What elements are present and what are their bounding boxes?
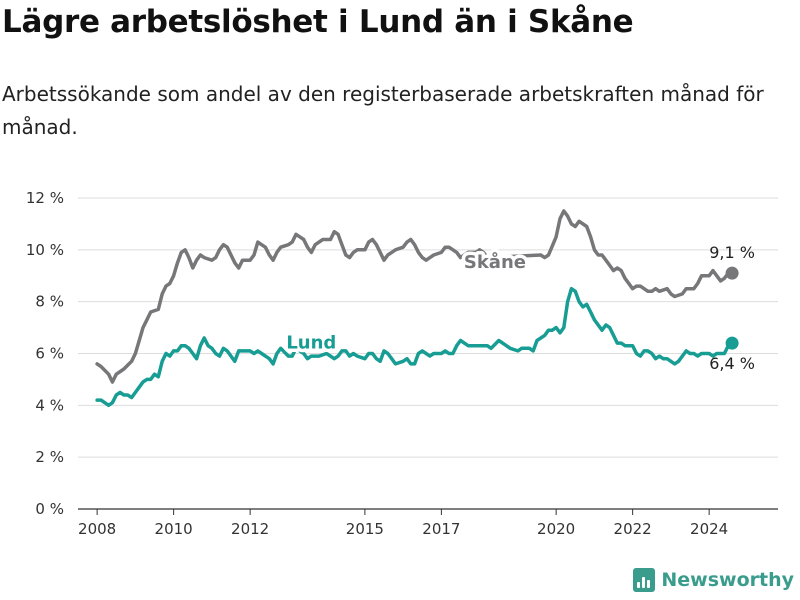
x-tick-label: 2012 <box>231 520 269 538</box>
x-tick-label: 2024 <box>690 520 728 538</box>
x-tick-label: 2020 <box>537 520 575 538</box>
y-tick-label: 4 % <box>35 396 64 414</box>
series-label-halo: Lund <box>286 332 336 353</box>
y-tick-label: 10 % <box>26 241 64 259</box>
page-title: Lägre arbetslöshet i Lund än i Skåne <box>2 4 634 40</box>
x-tick-label: 2008 <box>78 520 116 538</box>
y-tick-label: 2 % <box>35 448 64 466</box>
series-line-skne <box>95 209 734 384</box>
y-tick-label: 8 % <box>35 293 64 311</box>
bar-chart-icon <box>633 568 656 592</box>
series-line-lund <box>95 286 734 408</box>
end-value-label-lund: 6,4 % <box>709 354 755 373</box>
series-label-lund: Lund <box>286 332 336 353</box>
y-tick-label: 12 % <box>26 189 64 207</box>
newsworthy-logo: Newsworthy <box>633 568 794 592</box>
series-label-skne: Skåne <box>464 251 526 273</box>
series-label-halo: Skåne <box>464 251 526 273</box>
x-tick-label: 2022 <box>614 520 652 538</box>
x-tick-label: 2017 <box>422 520 460 538</box>
x-tick-label: 2010 <box>155 520 193 538</box>
x-tick-label: 2015 <box>346 520 384 538</box>
brand-name: Newsworthy <box>661 569 794 591</box>
series-end-marker <box>725 266 739 280</box>
y-tick-label: 0 % <box>35 500 64 518</box>
y-tick-label: 6 % <box>35 345 64 363</box>
series-end-marker <box>725 336 739 350</box>
page-subtitle: Arbetssökande som andel av den registerb… <box>2 82 764 139</box>
end-value-label-skane: 9,1 % <box>709 243 755 262</box>
